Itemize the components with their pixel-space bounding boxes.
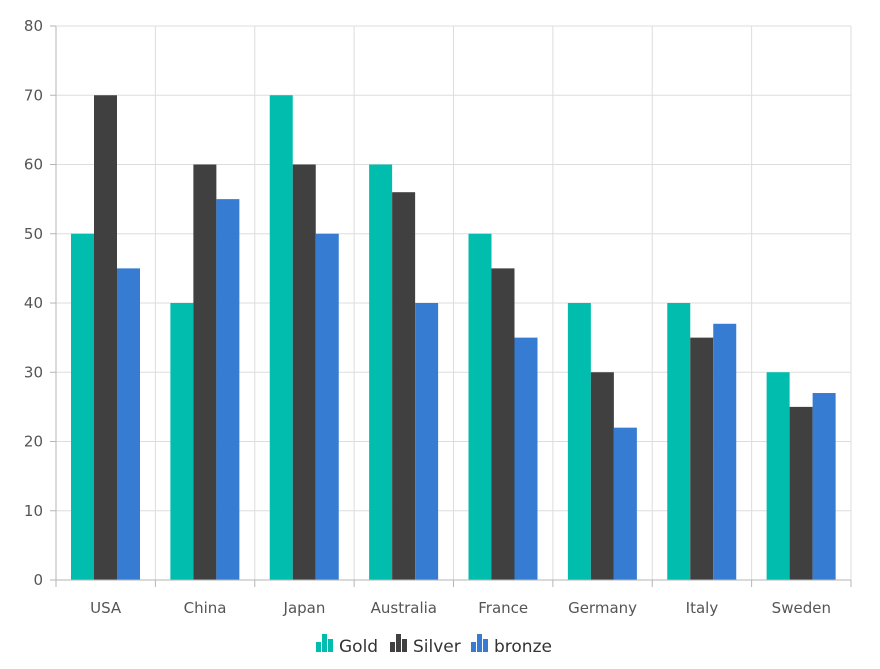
bar-bronze-sweden[interactable] [812,393,836,580]
bar-gold-sweden[interactable] [766,372,790,580]
y-tick-label: 60 [24,156,43,174]
bar-gold-usa[interactable] [71,233,94,580]
bar-bronze-australia[interactable] [415,303,439,580]
x-tick-label: France [478,599,528,617]
bars [71,95,836,580]
x-tick-label: Sweden [772,599,831,617]
bar-silver-italy[interactable] [690,337,714,580]
bar-gold-france[interactable] [468,233,492,580]
bar-bronze-germany[interactable] [613,427,637,580]
y-tick-label: 30 [24,363,43,381]
bar-bronze-italy[interactable] [713,323,737,580]
x-tick-label: China [184,599,227,617]
legend-item-bronze[interactable]: bronze [471,634,552,657]
bar-silver-china[interactable] [193,164,217,581]
bar-silver-france[interactable] [491,268,515,580]
bar-bronze-japan[interactable] [315,233,339,580]
bar-silver-sweden[interactable] [789,406,813,580]
x-tick-label: Italy [686,599,719,617]
bar-gold-japan[interactable] [269,95,293,580]
y-tick-label: 50 [24,225,43,243]
y-tick-label: 20 [24,433,43,451]
bar-bronze-usa[interactable] [117,268,140,580]
x-tick-label: USA [90,599,122,617]
gridlines [56,25,852,580]
legend-item-silver[interactable]: Silver [390,634,461,657]
legend-label: Silver [413,637,461,657]
x-tick-label: Japan [283,599,326,617]
bar-bronze-china[interactable] [216,199,240,580]
legend-label: bronze [494,637,552,657]
y-tick-label: 40 [24,294,43,312]
bar-gold-germany[interactable] [567,303,591,580]
y-axis-tick-labels: 0 10 20 30 40 50 60 70 80 [24,17,43,589]
x-tick-label: Australia [371,599,437,617]
y-tick-label: 80 [24,17,43,35]
bar-bronze-france[interactable] [514,337,538,580]
bar-gold-china[interactable] [170,303,194,580]
column-chart-icon [316,634,333,652]
bar-gold-italy[interactable] [667,303,691,580]
legend-label: Gold [339,637,378,657]
column-chart-icon [471,634,488,652]
bar-silver-usa[interactable] [94,95,117,580]
bar-gold-australia[interactable] [369,164,393,581]
bar-silver-germany[interactable] [590,372,614,580]
x-tick-label: Germany [568,599,637,617]
bar-silver-australia[interactable] [392,192,416,580]
legend-item-gold[interactable]: Gold [316,634,378,657]
y-tick-label: 0 [33,571,43,589]
x-axis-tick-labels: USA China Japan Australia France Germany Italy… [90,599,831,617]
axes [50,25,852,587]
bar-silver-japan[interactable] [292,164,316,581]
column-chart-icon [390,634,407,652]
y-tick-label: 70 [24,86,43,104]
y-tick-label: 10 [24,502,43,520]
legend[interactable]: Gold Silver bronze [316,634,552,657]
